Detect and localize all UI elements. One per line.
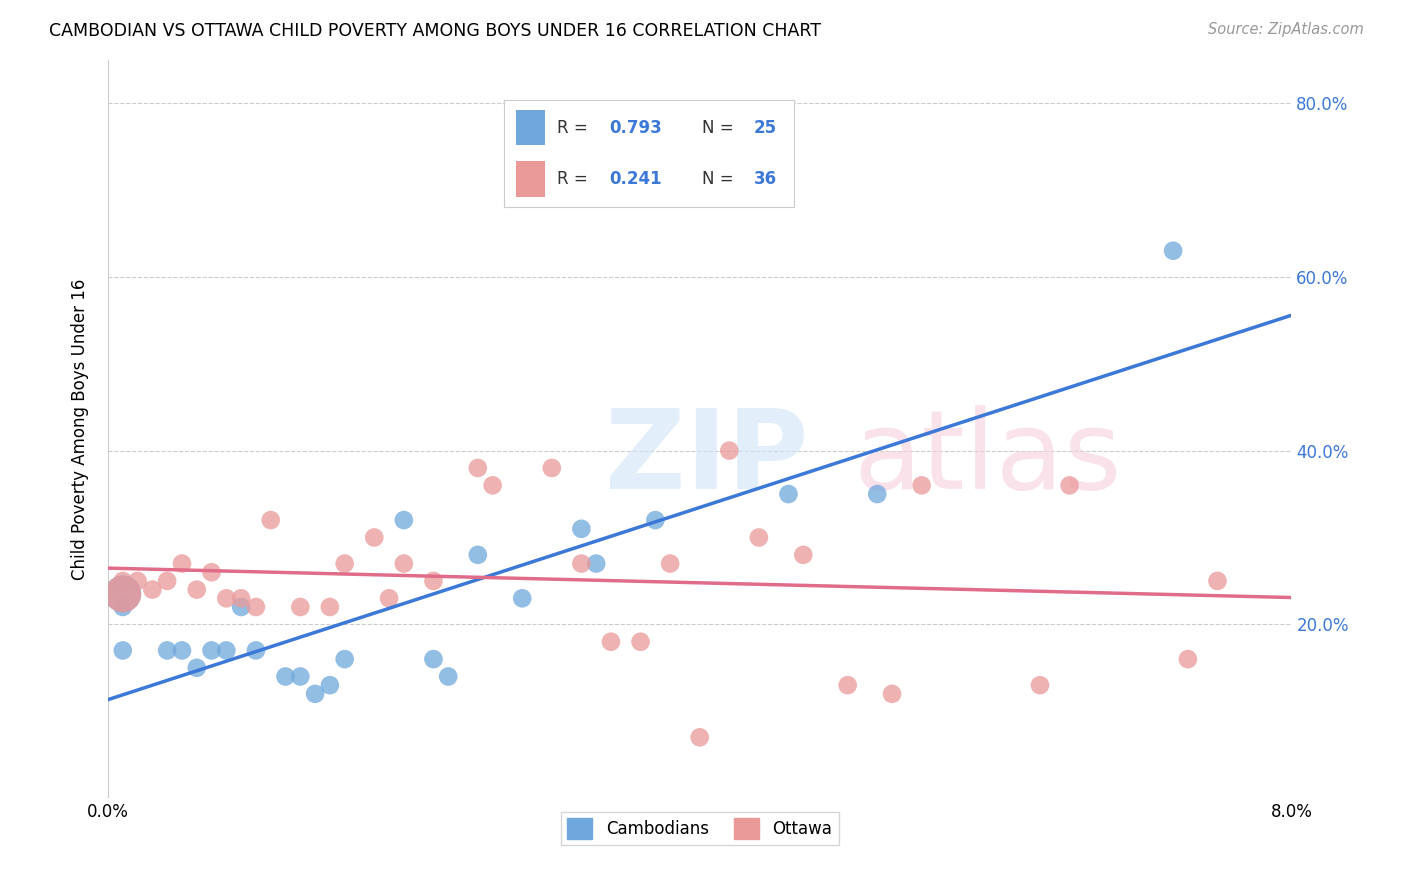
Point xyxy=(866,487,889,501)
Point xyxy=(111,587,134,601)
Point xyxy=(111,574,134,588)
Point xyxy=(1206,574,1229,588)
Point xyxy=(170,643,193,657)
Point xyxy=(718,443,741,458)
Point xyxy=(837,678,859,692)
Point xyxy=(378,591,401,606)
Point xyxy=(290,599,312,614)
Text: atlas: atlas xyxy=(853,405,1122,512)
Point xyxy=(467,461,489,475)
Point xyxy=(111,599,134,614)
Text: ZIP: ZIP xyxy=(605,405,808,512)
Point xyxy=(467,548,489,562)
Point xyxy=(290,669,312,683)
Point xyxy=(333,652,356,666)
Point xyxy=(111,587,134,601)
Point xyxy=(510,591,533,606)
Point xyxy=(260,513,283,527)
Point xyxy=(170,557,193,571)
Point xyxy=(333,557,356,571)
Text: CAMBODIAN VS OTTAWA CHILD POVERTY AMONG BOYS UNDER 16 CORRELATION CHART: CAMBODIAN VS OTTAWA CHILD POVERTY AMONG … xyxy=(49,22,821,40)
Point xyxy=(585,557,607,571)
Point xyxy=(481,478,503,492)
Point xyxy=(111,643,134,657)
Text: Source: ZipAtlas.com: Source: ZipAtlas.com xyxy=(1208,22,1364,37)
Point xyxy=(200,643,222,657)
Point xyxy=(569,522,592,536)
Point xyxy=(156,574,179,588)
Point xyxy=(644,513,666,527)
Point xyxy=(392,557,415,571)
Point xyxy=(200,566,222,580)
Point xyxy=(880,687,903,701)
Point xyxy=(319,599,342,614)
Point xyxy=(1059,478,1081,492)
Point xyxy=(231,599,253,614)
Point xyxy=(245,599,267,614)
Point xyxy=(778,487,800,501)
Legend: Cambodians, Ottawa: Cambodians, Ottawa xyxy=(561,812,838,846)
Point xyxy=(422,574,444,588)
Point xyxy=(304,687,326,701)
Point xyxy=(569,557,592,571)
Point xyxy=(274,669,297,683)
Point xyxy=(630,634,652,648)
Point xyxy=(127,574,149,588)
Point xyxy=(1161,244,1184,258)
Point xyxy=(231,591,253,606)
Point xyxy=(392,513,415,527)
Point xyxy=(186,661,208,675)
Point xyxy=(600,634,623,648)
Point xyxy=(215,643,238,657)
Point xyxy=(156,643,179,657)
Point xyxy=(689,731,711,745)
Point xyxy=(1029,678,1052,692)
Point xyxy=(1177,652,1199,666)
Point xyxy=(215,591,238,606)
Point xyxy=(540,461,562,475)
Point xyxy=(792,548,814,562)
Point xyxy=(659,557,682,571)
Point xyxy=(363,531,385,545)
Point xyxy=(245,643,267,657)
Point xyxy=(422,652,444,666)
Y-axis label: Child Poverty Among Boys Under 16: Child Poverty Among Boys Under 16 xyxy=(72,278,89,580)
Point xyxy=(319,678,342,692)
Point xyxy=(141,582,163,597)
Point xyxy=(186,582,208,597)
Point xyxy=(748,531,770,545)
Point xyxy=(910,478,932,492)
Point xyxy=(437,669,460,683)
